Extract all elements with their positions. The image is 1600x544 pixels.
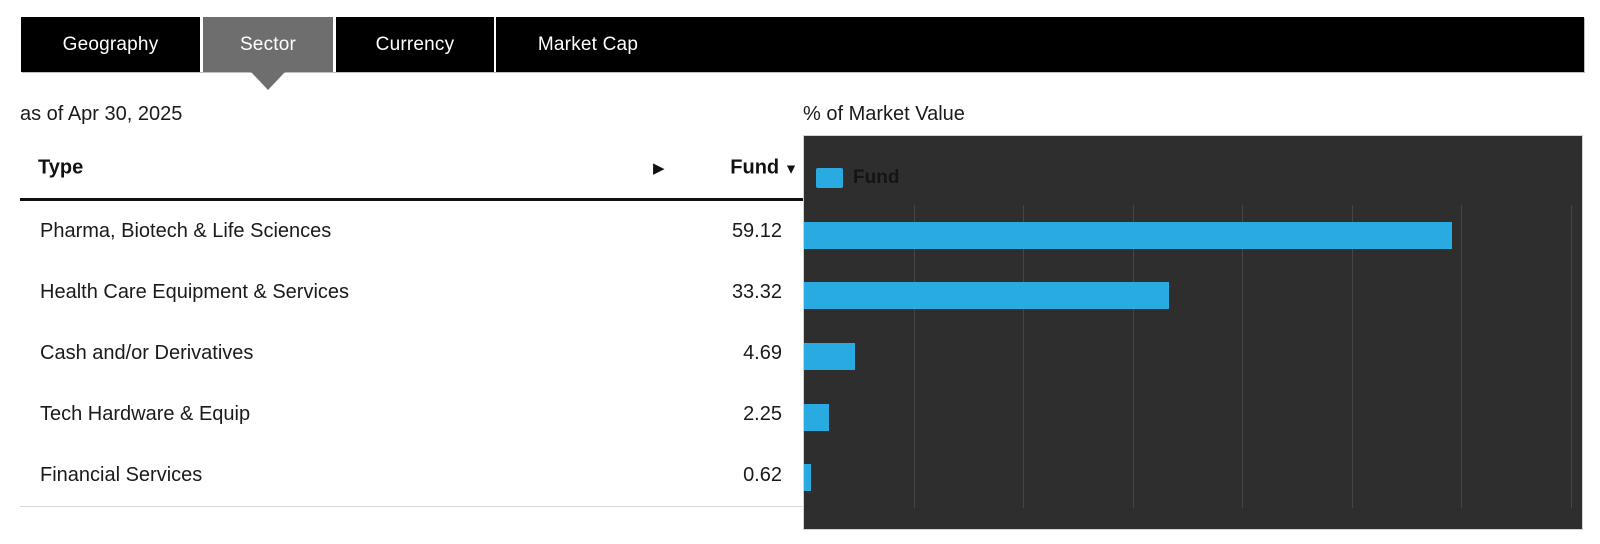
chart-background: Fund (804, 136, 1582, 529)
fund-bar (804, 282, 1170, 310)
tab-market-cap[interactable]: Market Cap (494, 17, 680, 72)
gridline (1351, 205, 1353, 508)
cell-fund-value: 59.12 (731, 220, 782, 242)
legend-label: Fund (853, 167, 900, 188)
tab-sector-label: Sector (239, 33, 297, 55)
gridline (1461, 205, 1463, 508)
view-tab-bar: Geography Sector Currency Market Cap (21, 17, 1584, 90)
gridline (1571, 205, 1573, 508)
tab-market-cap-label: Market Cap (537, 33, 639, 55)
selected-tab-pointer-icon (251, 72, 285, 90)
table-row: Cash and/or Derivatives 4.69 (20, 323, 803, 384)
chart-plot (804, 205, 1582, 508)
gridline (913, 205, 915, 508)
table-row: Pharma, Biotech & Life Sciences 59.12 (20, 201, 803, 262)
chart-title: % of Market Value (803, 103, 965, 125)
tab-bar-filler (680, 17, 1584, 72)
fund-bar (804, 403, 829, 431)
bar-row (804, 447, 1582, 508)
fund-bar (804, 342, 856, 370)
cell-fund-value: 2.25 (743, 403, 782, 425)
table-header-row: Type ▶ Fund ▼ (20, 138, 803, 201)
table-row: Tech Hardware & Equip 2.25 (20, 384, 803, 445)
cell-type: Tech Hardware & Equip (40, 403, 251, 425)
bar-row (804, 266, 1582, 327)
fund-bar (804, 464, 811, 492)
bar-row (804, 326, 1582, 387)
gridline (1242, 205, 1244, 508)
cell-type: Cash and/or Derivatives (40, 342, 254, 364)
tab-geography-label: Geography (62, 33, 159, 55)
table-body: Pharma, Biotech & Life Sciences 59.12 Heal… (20, 201, 803, 507)
column-header-fund[interactable]: Fund ▼ (730, 157, 798, 180)
scroll-right-icon[interactable]: ▶ (653, 160, 665, 177)
column-header-type: Type (38, 156, 84, 179)
market-value-chart: Fund (803, 135, 1583, 530)
cell-type: Health Care Equipment & Services (40, 281, 350, 303)
fund-bar (804, 221, 1452, 249)
tab-geography[interactable]: Geography (21, 17, 200, 72)
tab-currency[interactable]: Currency (336, 17, 494, 72)
holdings-table: Type ▶ Fund ▼ Pharma, Biotech & Life Sci… (20, 138, 803, 507)
table-row: Financial Services 0.62 (20, 445, 803, 506)
cell-type: Financial Services (40, 464, 203, 486)
bar-row (804, 387, 1582, 448)
tab-sector[interactable]: Sector (200, 17, 336, 90)
gridline (1023, 205, 1025, 508)
as-of-date: as of Apr 30, 2025 (20, 103, 183, 125)
tab-currency-label: Currency (375, 33, 455, 55)
cell-type: Pharma, Biotech & Life Sciences (40, 220, 332, 242)
cell-fund-value: 4.69 (743, 342, 782, 364)
gridline (1132, 205, 1134, 508)
column-header-fund-label: Fund (730, 156, 780, 179)
table-row: Health Care Equipment & Services 33.32 (20, 262, 803, 323)
cell-fund-value: 33.32 (731, 281, 782, 303)
sort-desc-icon: ▼ (784, 160, 798, 176)
legend-item-fund[interactable]: Fund (816, 167, 899, 189)
bar-row (804, 205, 1582, 266)
legend-swatch (816, 168, 843, 188)
cell-fund-value: 0.62 (743, 464, 782, 486)
